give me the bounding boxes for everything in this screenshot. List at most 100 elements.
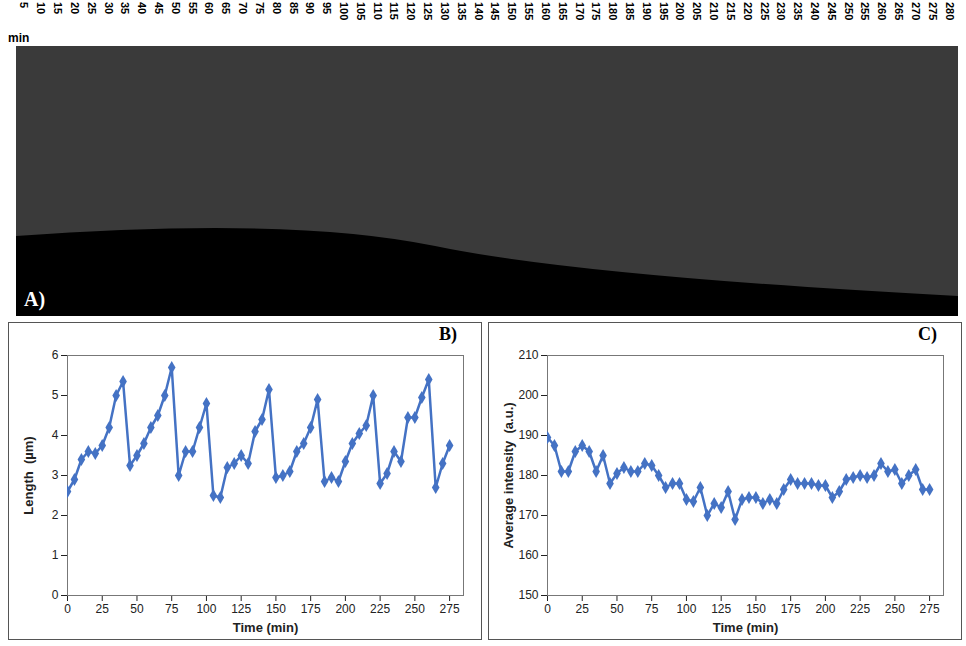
svg-text:200: 200 [815, 602, 835, 616]
svg-text:250: 250 [885, 602, 905, 616]
svg-text:190: 190 [518, 428, 538, 442]
svg-text:75: 75 [165, 602, 179, 616]
svg-text:130: 130 [439, 2, 451, 20]
svg-text:195: 195 [658, 2, 670, 20]
svg-text:160: 160 [518, 548, 538, 562]
svg-text:3: 3 [52, 468, 59, 482]
svg-text:1: 1 [52, 548, 59, 562]
svg-text:0: 0 [544, 602, 551, 616]
svg-text:190: 190 [641, 2, 653, 20]
svg-text:65: 65 [220, 2, 232, 14]
svg-text:75: 75 [254, 2, 266, 14]
svg-text:60: 60 [203, 2, 215, 14]
svg-text:50: 50 [130, 602, 144, 616]
svg-text:200: 200 [518, 388, 538, 402]
svg-text:150: 150 [518, 588, 538, 602]
svg-text:145: 145 [489, 2, 501, 20]
svg-text:75: 75 [645, 602, 659, 616]
svg-text:155: 155 [523, 2, 535, 20]
svg-text:180: 180 [607, 2, 619, 20]
svg-text:min: min [8, 31, 29, 45]
svg-text:90: 90 [304, 2, 316, 14]
svg-text:105: 105 [355, 2, 367, 20]
svg-text:0: 0 [52, 588, 59, 602]
svg-text:140: 140 [473, 2, 485, 20]
svg-text:5: 5 [18, 2, 30, 8]
svg-text:125: 125 [711, 602, 731, 616]
svg-text:175: 175 [301, 602, 321, 616]
svg-text:185: 185 [624, 2, 636, 20]
svg-text:270: 270 [910, 2, 922, 20]
svg-text:100: 100 [338, 2, 350, 20]
svg-text:95: 95 [321, 2, 333, 14]
svg-text:250: 250 [405, 602, 425, 616]
svg-text:0: 0 [64, 602, 71, 616]
svg-text:5: 5 [52, 388, 59, 402]
svg-text:100: 100 [196, 602, 216, 616]
svg-text:160: 160 [540, 2, 552, 20]
svg-text:100: 100 [676, 602, 696, 616]
svg-text:175: 175 [590, 2, 602, 20]
svg-text:50: 50 [170, 2, 182, 14]
svg-text:225: 225 [759, 2, 771, 20]
svg-text:30: 30 [103, 2, 115, 14]
svg-text:25: 25 [576, 602, 590, 616]
svg-text:150: 150 [506, 2, 518, 20]
svg-text:230: 230 [775, 2, 787, 20]
svg-text:6: 6 [52, 348, 59, 362]
svg-text:120: 120 [405, 2, 417, 20]
svg-text:2: 2 [52, 508, 59, 522]
svg-text:55: 55 [187, 2, 199, 14]
svg-text:225: 225 [370, 602, 390, 616]
svg-text:110: 110 [372, 2, 384, 20]
svg-text:250: 250 [843, 2, 855, 20]
svg-text:175: 175 [781, 602, 801, 616]
svg-text:275: 275 [927, 2, 939, 20]
svg-text:Average intensity (a.u.): Average intensity (a.u.) [501, 402, 516, 548]
svg-text:Length (µm): Length (µm) [21, 436, 36, 514]
svg-text:280: 280 [944, 2, 956, 20]
svg-text:150: 150 [746, 602, 766, 616]
svg-text:170: 170 [518, 508, 538, 522]
svg-text:25: 25 [96, 602, 110, 616]
svg-text:15: 15 [52, 2, 64, 14]
svg-text:215: 215 [725, 2, 737, 20]
svg-text:275: 275 [920, 602, 940, 616]
svg-text:135: 135 [456, 2, 468, 20]
svg-text:240: 240 [809, 2, 821, 20]
svg-text:200: 200 [674, 2, 686, 20]
svg-text:260: 260 [876, 2, 888, 20]
svg-text:225: 225 [850, 602, 870, 616]
svg-text:180: 180 [518, 468, 538, 482]
svg-text:165: 165 [557, 2, 569, 20]
svg-text:40: 40 [136, 2, 148, 14]
svg-text:70: 70 [237, 2, 249, 14]
svg-text:4: 4 [52, 428, 59, 442]
svg-text:20: 20 [69, 2, 81, 14]
svg-text:Time (min): Time (min) [233, 620, 299, 635]
svg-text:45: 45 [153, 2, 165, 14]
svg-text:210: 210 [518, 348, 538, 362]
svg-text:210: 210 [708, 2, 720, 20]
svg-text:85: 85 [288, 2, 300, 14]
svg-text:235: 235 [792, 2, 804, 20]
svg-text:125: 125 [422, 2, 434, 20]
svg-text:10: 10 [35, 2, 47, 14]
svg-text:Time (min): Time (min) [713, 620, 779, 635]
svg-text:115: 115 [388, 2, 400, 20]
svg-text:275: 275 [440, 602, 460, 616]
svg-text:205: 205 [691, 2, 703, 20]
svg-text:35: 35 [119, 2, 131, 14]
svg-text:80: 80 [271, 2, 283, 14]
svg-text:150: 150 [266, 602, 286, 616]
svg-text:125: 125 [231, 602, 251, 616]
svg-text:255: 255 [859, 2, 871, 20]
svg-text:200: 200 [335, 602, 355, 616]
svg-text:170: 170 [574, 2, 586, 20]
svg-text:220: 220 [742, 2, 754, 20]
svg-text:A): A) [24, 288, 45, 311]
svg-text:245: 245 [826, 2, 838, 20]
svg-text:25: 25 [86, 2, 98, 14]
svg-text:50: 50 [610, 602, 624, 616]
svg-text:265: 265 [893, 2, 905, 20]
